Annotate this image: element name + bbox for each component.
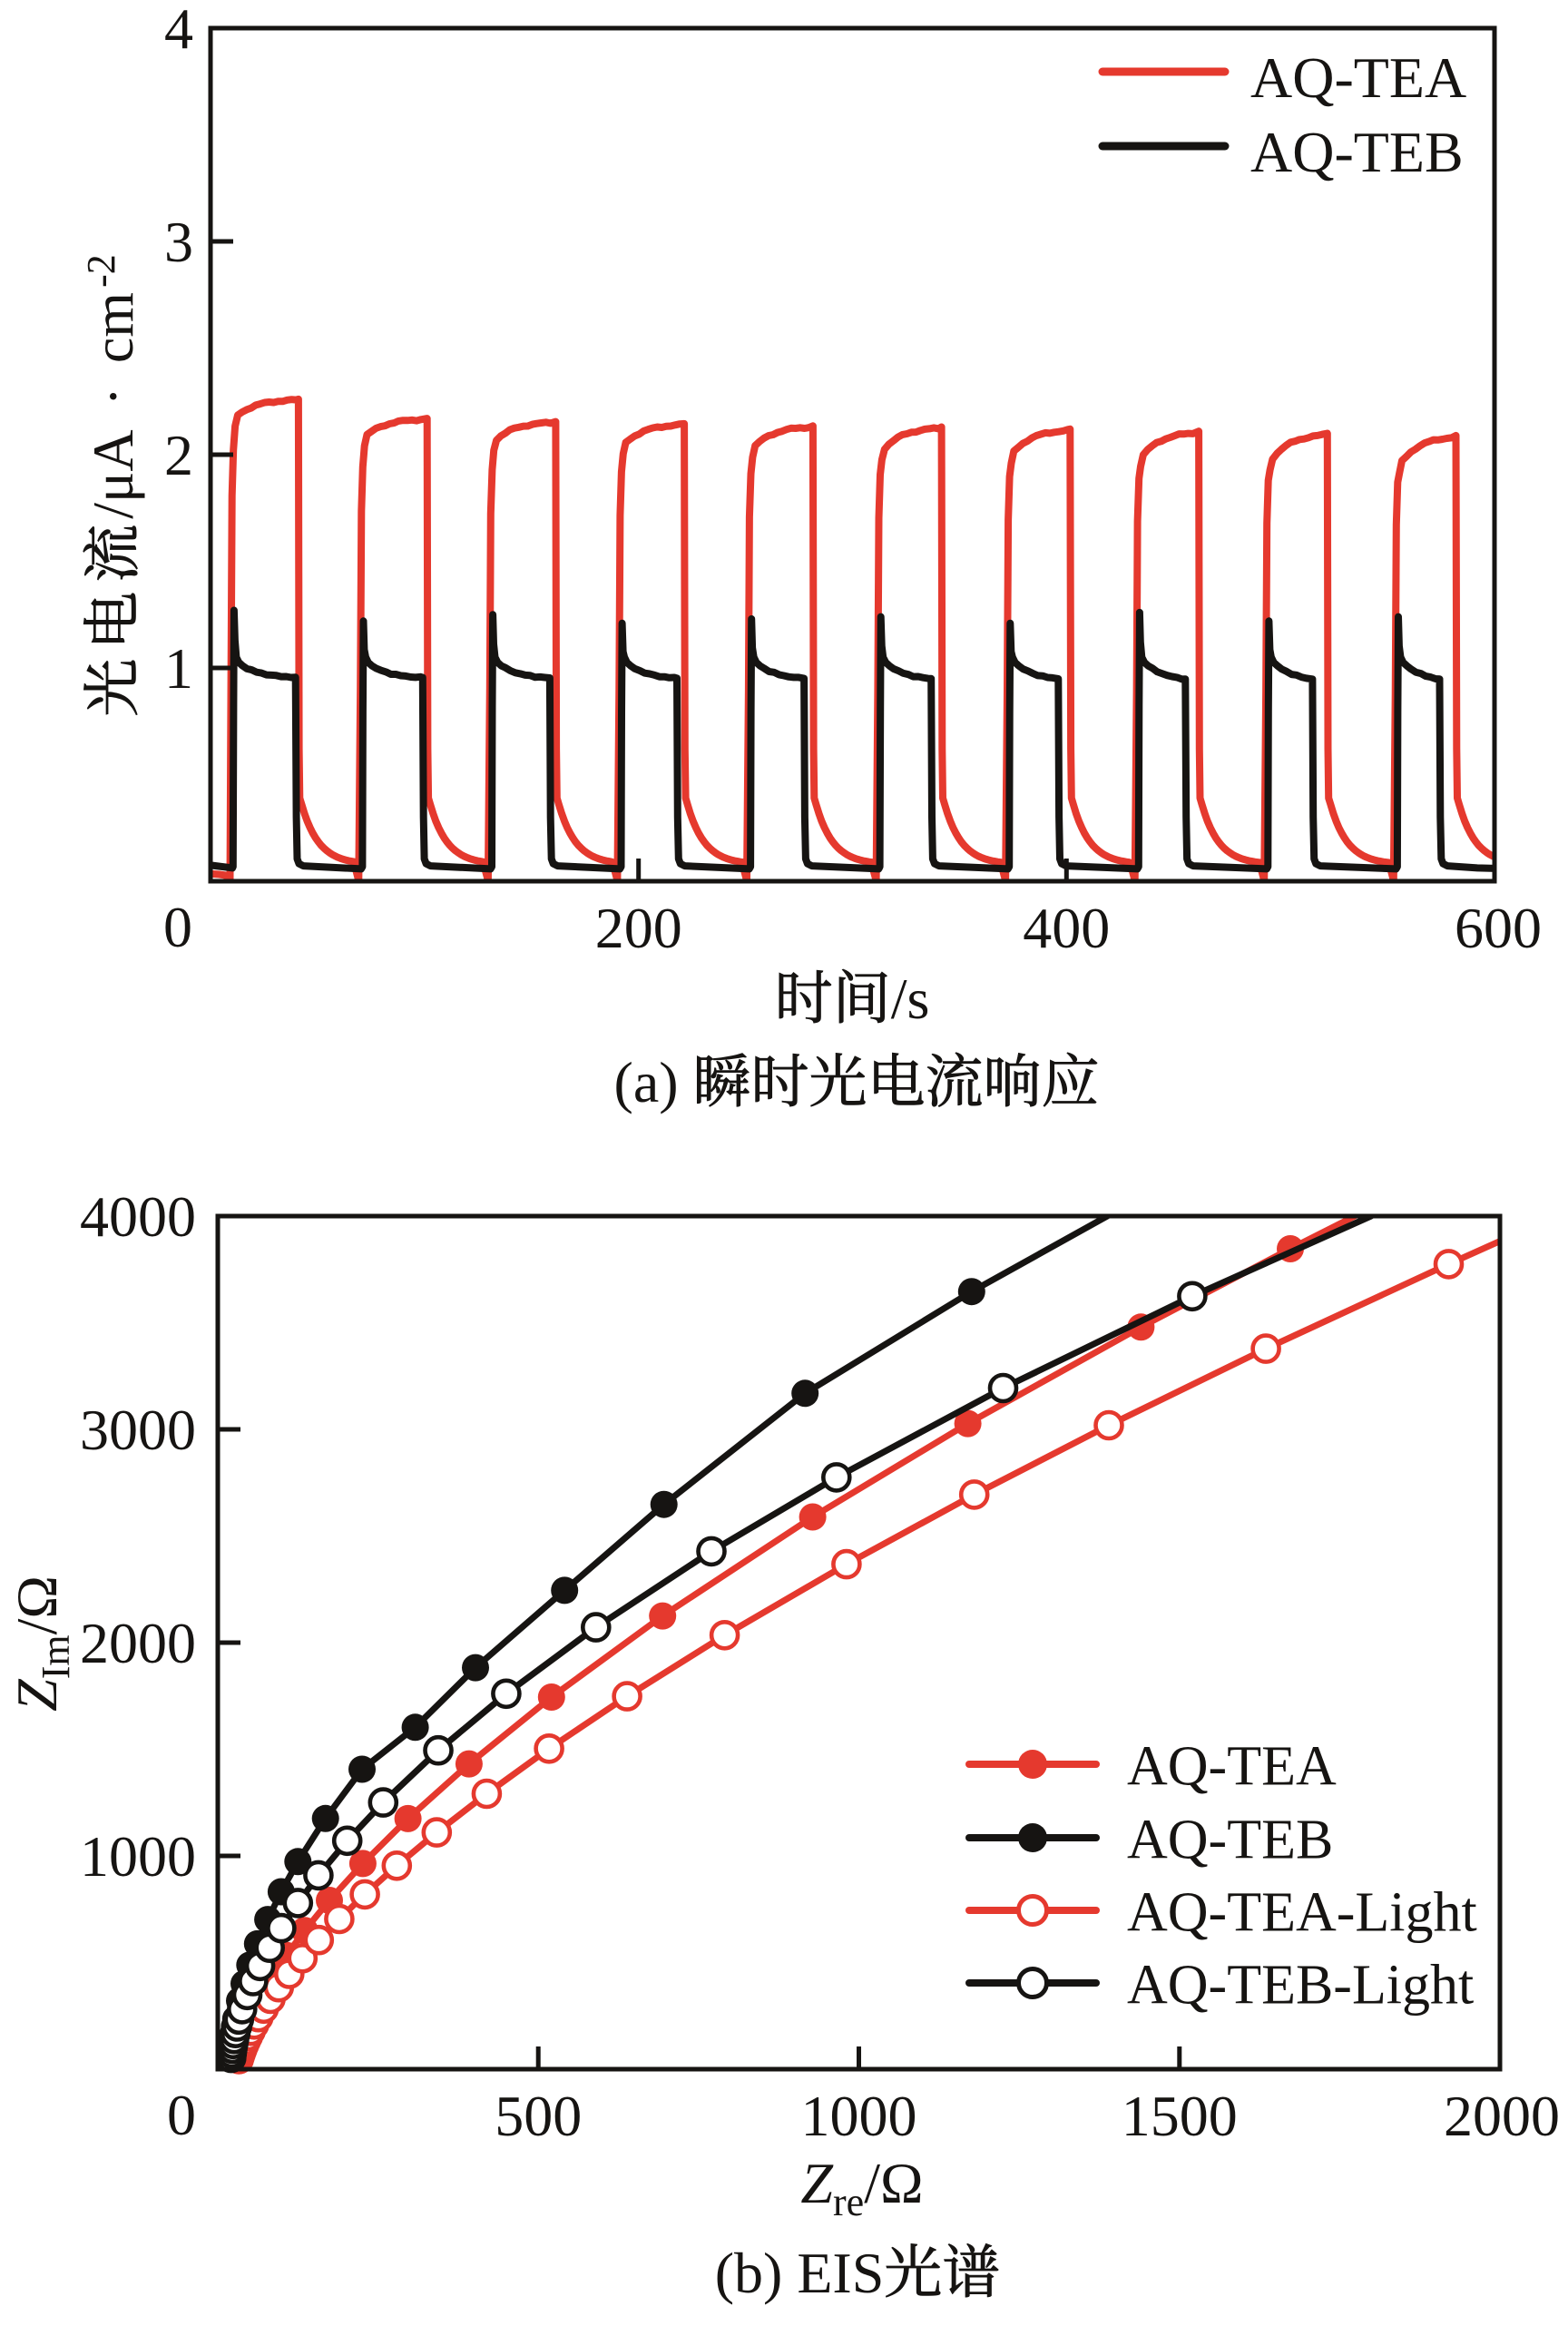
- svg-text:AQ-TEA-Light: AQ-TEA-Light: [1127, 1881, 1477, 1943]
- svg-text:1500: 1500: [1122, 2084, 1238, 2148]
- svg-text:Z: Z: [5, 1678, 69, 1712]
- svg-text:AQ-TEB: AQ-TEB: [1127, 1809, 1333, 1870]
- svg-text:200: 200: [595, 896, 682, 960]
- svg-text:/Ω: /Ω: [5, 1575, 69, 1634]
- svg-text:AQ-TEA: AQ-TEA: [1250, 45, 1466, 110]
- svg-text:re: re: [833, 2180, 864, 2224]
- svg-text:2000: 2000: [80, 1611, 196, 1675]
- svg-text:2000: 2000: [1444, 2084, 1560, 2148]
- svg-text:Z: Z: [800, 2151, 834, 2215]
- svg-text:Im: Im: [34, 1634, 78, 1679]
- svg-text:600: 600: [1455, 896, 1542, 960]
- svg-text:AQ-TEB-Light: AQ-TEB-Light: [1127, 1954, 1474, 2016]
- svg-text:AQ-TEB: AQ-TEB: [1250, 120, 1464, 184]
- svg-text:3: 3: [164, 210, 193, 274]
- svg-text:/μA: /μA: [81, 429, 145, 518]
- svg-text:(b) EIS: (b) EIS: [715, 2241, 885, 2305]
- svg-text:3000: 3000: [80, 1398, 196, 1462]
- svg-text:(a): (a): [614, 1050, 679, 1114]
- svg-text:cm: cm: [81, 292, 145, 363]
- svg-text:4000: 4000: [80, 1184, 196, 1249]
- svg-text:1000: 1000: [80, 1824, 196, 1889]
- svg-text:0: 0: [167, 2083, 196, 2147]
- svg-text:/Ω: /Ω: [864, 2151, 923, 2215]
- svg-text:-2: -2: [79, 254, 123, 288]
- svg-text:1: 1: [164, 636, 193, 701]
- svg-text:0: 0: [163, 895, 192, 959]
- svg-text:2: 2: [164, 423, 193, 487]
- svg-text:4: 4: [164, 0, 193, 61]
- svg-text:400: 400: [1023, 896, 1110, 960]
- svg-text:500: 500: [495, 2084, 582, 2148]
- svg-text:/s: /s: [891, 967, 930, 1031]
- svg-text:·: ·: [81, 387, 145, 406]
- svg-text:AQ-TEA: AQ-TEA: [1127, 1735, 1337, 1797]
- svg-text:1000: 1000: [801, 2084, 917, 2148]
